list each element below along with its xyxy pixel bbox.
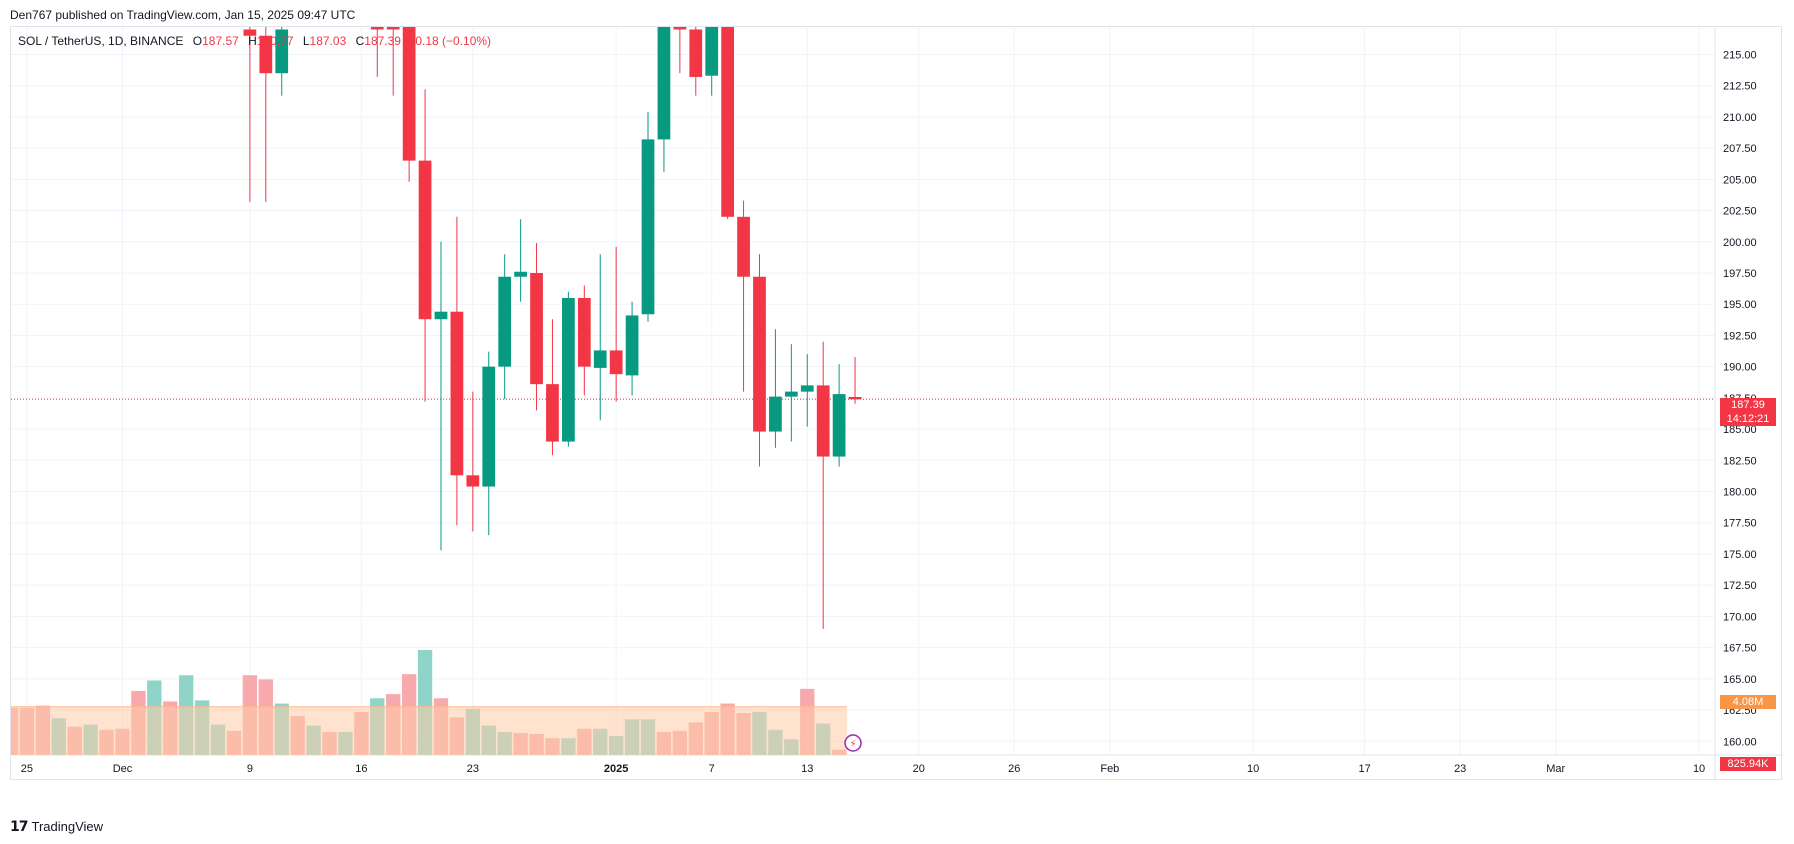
time-tick-label: Dec bbox=[113, 763, 133, 775]
candle-body bbox=[370, 27, 384, 30]
time-tick-label: 2025 bbox=[604, 763, 628, 775]
candle-body bbox=[784, 391, 798, 397]
time-tick-label: 7 bbox=[709, 763, 715, 775]
time-tick-label: 25 bbox=[21, 763, 33, 775]
candle-body bbox=[593, 350, 607, 368]
candle-body bbox=[514, 271, 527, 277]
price-tick-label: 165.00 bbox=[1723, 674, 1757, 686]
time-tick-label: 23 bbox=[467, 763, 479, 775]
time-tick-label: Mar bbox=[1546, 763, 1565, 775]
candle-body bbox=[562, 297, 575, 442]
last-price-tag: 187.39 14:12:21 bbox=[1720, 398, 1776, 426]
candle-body bbox=[800, 385, 814, 392]
price-tick-label: 215.00 bbox=[1723, 49, 1757, 61]
candle-body bbox=[498, 276, 512, 367]
tradingview-logo-icon: 𝟭𝟳 bbox=[10, 818, 29, 834]
candle-body bbox=[609, 350, 623, 375]
price-tick-label: 195.00 bbox=[1723, 299, 1757, 311]
price-tick-label: 182.50 bbox=[1723, 455, 1757, 467]
price-tick-label: 170.00 bbox=[1723, 611, 1757, 623]
time-tick-label: 10 bbox=[1693, 763, 1705, 775]
price-tick-label: 167.50 bbox=[1723, 643, 1757, 655]
candle-body bbox=[816, 385, 830, 457]
flash-icon-glyph: ⚡ bbox=[850, 739, 857, 750]
candle-body bbox=[275, 29, 289, 74]
legend-low-value: 187.03 bbox=[309, 34, 347, 48]
price-tick-label: 205.00 bbox=[1723, 174, 1757, 186]
tradingview-logo[interactable]: 𝟭𝟳 TradingView bbox=[10, 818, 103, 835]
price-tick-label: 177.50 bbox=[1723, 518, 1757, 530]
candle-body bbox=[673, 27, 687, 30]
candle-body bbox=[689, 29, 703, 77]
time-tick-label: 17 bbox=[1359, 763, 1371, 775]
time-tick-label: 9 bbox=[247, 763, 253, 775]
time-tick-label: 13 bbox=[801, 763, 813, 775]
legend-open-value: 187.57 bbox=[202, 34, 239, 48]
price-tick-label: 200.00 bbox=[1723, 237, 1757, 249]
candle-body bbox=[657, 27, 671, 140]
price-chart[interactable]: 160.00162.50165.00167.50170.00172.50175.… bbox=[11, 27, 1783, 781]
volume-ma-area bbox=[11, 706, 848, 755]
price-tick-label: 172.50 bbox=[1723, 580, 1757, 592]
price-tick-label: 207.50 bbox=[1723, 143, 1757, 155]
publisher-credit: Den767 published on TradingView.com, Jan… bbox=[10, 8, 356, 22]
candle-body bbox=[546, 384, 559, 442]
candle-body bbox=[705, 27, 719, 76]
time-tick-label: 23 bbox=[1454, 763, 1466, 775]
volume-ma-tag: 4.08M bbox=[1720, 695, 1776, 709]
candle-body bbox=[721, 27, 735, 217]
price-tick-label: 210.00 bbox=[1723, 112, 1757, 124]
candle-body bbox=[769, 396, 782, 432]
time-tick-label: Feb bbox=[1100, 763, 1119, 775]
candle-body bbox=[402, 27, 416, 161]
bar-countdown: 14:12:21 bbox=[1726, 413, 1770, 425]
legend-close-label: C bbox=[355, 34, 365, 48]
price-tick-label: 190.00 bbox=[1723, 362, 1757, 374]
price-tick-label: 175.00 bbox=[1723, 549, 1757, 561]
candle-body bbox=[259, 35, 273, 74]
price-tick-label: 197.50 bbox=[1723, 268, 1757, 280]
candle-body bbox=[832, 394, 846, 457]
candle-body bbox=[466, 475, 480, 487]
price-tick-label: 160.00 bbox=[1723, 736, 1757, 748]
legend-open-label: O bbox=[192, 34, 203, 48]
candle-body bbox=[641, 139, 655, 315]
candle-body bbox=[418, 160, 432, 320]
legend-symbol[interactable]: SOL / TetherUS, 1D, BINANCE bbox=[18, 34, 184, 48]
legend-low-label: L bbox=[302, 34, 310, 48]
time-tick-label: 16 bbox=[355, 763, 367, 775]
price-tick-label: 192.50 bbox=[1723, 330, 1757, 342]
candle-body bbox=[386, 27, 400, 30]
legend-high-value: 190.77 bbox=[256, 34, 294, 48]
last-price-value: 187.39 bbox=[1731, 399, 1765, 411]
candle-body bbox=[848, 396, 862, 400]
candle-body bbox=[530, 272, 543, 385]
candle-body bbox=[450, 311, 464, 476]
candle-body bbox=[737, 216, 750, 277]
time-tick-label: 20 bbox=[913, 763, 925, 775]
candle-body bbox=[625, 315, 639, 376]
price-tick-label: 212.50 bbox=[1723, 81, 1757, 93]
symbol-legend: SOL / TetherUS, 1D, BINANCE O187.57 H190… bbox=[18, 34, 491, 48]
candle-body bbox=[243, 29, 257, 36]
legend-high-label: H bbox=[248, 34, 257, 48]
time-tick-label: 10 bbox=[1247, 763, 1259, 775]
candle-body bbox=[434, 311, 448, 320]
price-tick-label: 202.50 bbox=[1723, 206, 1757, 218]
price-tick-label: 180.00 bbox=[1723, 487, 1757, 499]
legend-change-value: −0.18 (−0.10%) bbox=[408, 34, 492, 48]
tradingview-brand: TradingView bbox=[31, 819, 104, 834]
time-tick-label: 26 bbox=[1008, 763, 1020, 775]
price-tick-label: 185.00 bbox=[1723, 424, 1757, 436]
legend-close-value: 187.39 bbox=[364, 34, 401, 48]
candle-body bbox=[753, 276, 766, 432]
candle-body bbox=[577, 297, 591, 367]
candle-body bbox=[482, 366, 496, 487]
volume-tag: 825.94K bbox=[1720, 757, 1776, 771]
flash-icon bbox=[844, 734, 862, 752]
chart-frame[interactable]: 160.00 162.50 165.00 167.50 170.00 172.50 175.… bbox=[10, 26, 1783, 781]
